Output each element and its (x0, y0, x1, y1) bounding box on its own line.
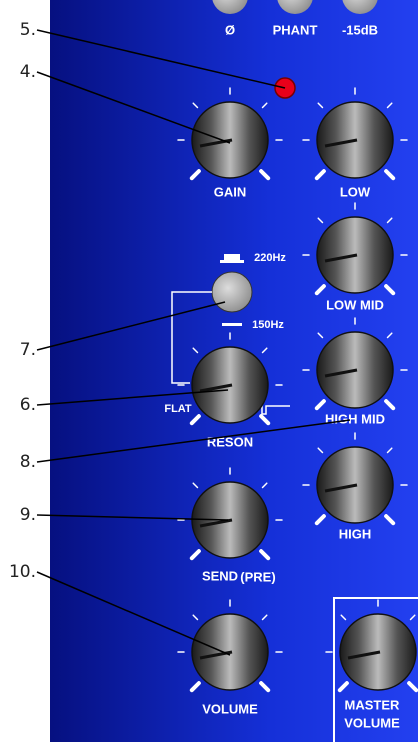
callout-number: 8. (20, 452, 36, 472)
button-label: -15dB (342, 22, 378, 37)
callout-number: 10. (9, 562, 36, 582)
icon (220, 260, 244, 263)
knob-label: SEND (202, 568, 238, 583)
icon (224, 254, 240, 260)
icon (222, 323, 242, 326)
callout-number: 4. (20, 62, 36, 82)
knob-label: VOLUME (202, 701, 258, 716)
button-label: PHANT (273, 22, 318, 37)
knob-note: (PRE) (240, 569, 275, 584)
master-label: MASTER (345, 697, 401, 712)
callout-number: 5. (20, 20, 36, 40)
switch-label: 220Hz (254, 252, 286, 264)
master-label: VOLUME (344, 715, 400, 730)
mixer-diagram: ØPHANT-15dB220Hz150HzFLATGAINLOWLOW MIDR… (0, 0, 418, 742)
knob-label: LOW (340, 184, 371, 199)
callout-number: 9. (20, 505, 36, 525)
knob-label: GAIN (214, 184, 247, 199)
callout-number: 6. (20, 395, 36, 415)
knob-label: LOW MID (326, 297, 384, 312)
knob-label: HIGH MID (325, 411, 385, 426)
knob-label: HIGH (339, 526, 372, 541)
button-label: Ø (225, 22, 235, 37)
switch-label: FLAT (164, 403, 192, 415)
callout-number: 7. (20, 340, 36, 360)
switch-button (212, 272, 252, 312)
switch-label: 150Hz (252, 319, 284, 331)
